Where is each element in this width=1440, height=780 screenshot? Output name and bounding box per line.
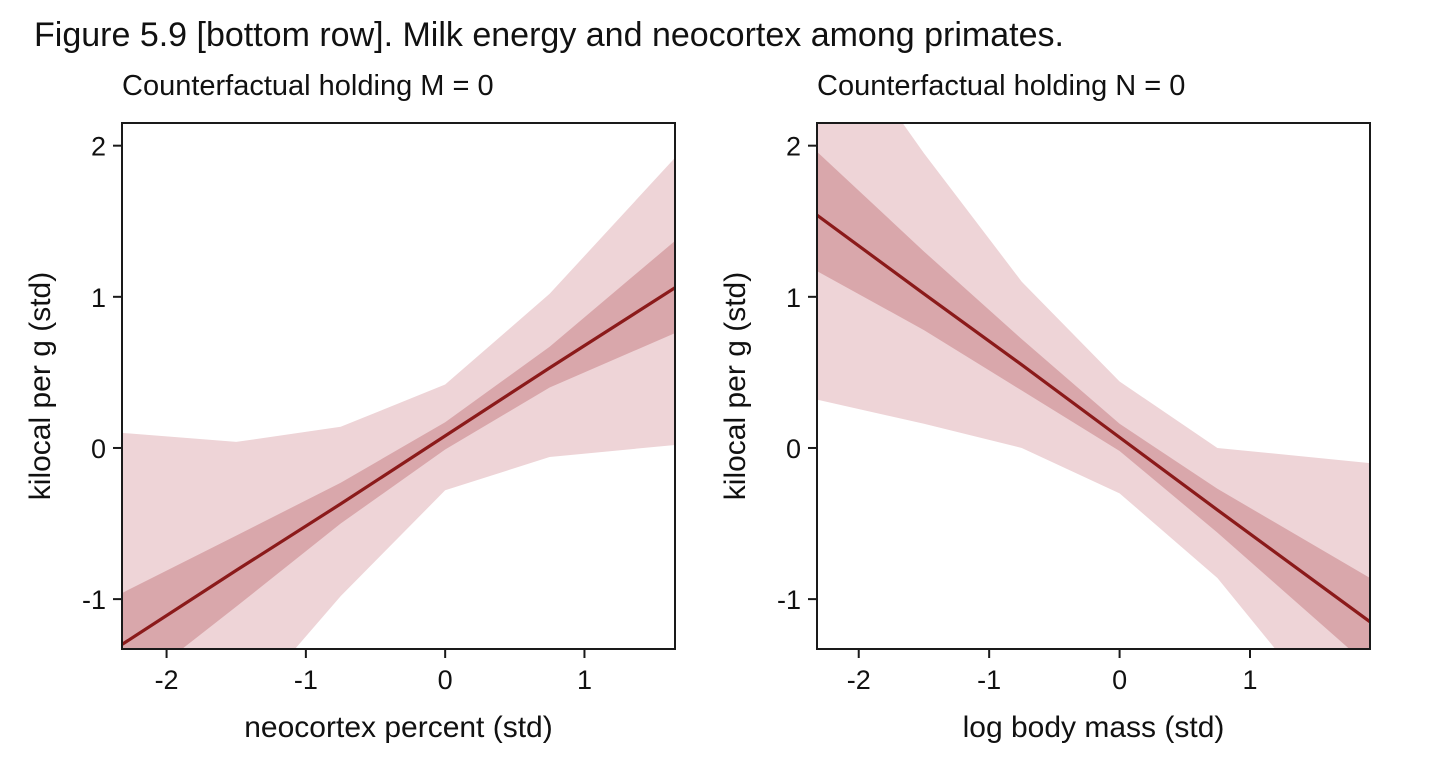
plot-border — [121, 122, 676, 651]
x-axis-label: log body mass (std) — [963, 711, 1225, 744]
plot-border — [816, 122, 1371, 651]
chart-svg: -2 -1 0 1 -1 0 1 2 neocortex percent (std) kiloca… — [24, 122, 676, 744]
panel-left: Counterfactual holding M = 0 -2 -1 0 1 -1 0 1 2… — [22, 63, 717, 764]
panel-right-title: Counterfactual holding N = 0 — [817, 70, 1186, 103]
x-tick-label: -1 — [294, 665, 318, 695]
panel-left-plot: -2 -1 0 1 -1 0 1 2 neocortex percent (std) kiloca… — [22, 109, 717, 764]
mean-line — [817, 214, 1370, 624]
x-tick-label: -2 — [155, 665, 179, 695]
panels-row: Counterfactual holding M = 0 -2 -1 0 1 -1 0 1 2… — [0, 63, 1440, 764]
inner-interval-ribbon — [122, 240, 675, 650]
y-tick-label: 0 — [91, 434, 106, 464]
x-axis-label: neocortex percent (std) — [244, 711, 552, 744]
x-tick-label: 0 — [1112, 665, 1127, 695]
x-tick-label: 0 — [438, 665, 453, 695]
y-tick-label: 1 — [91, 283, 106, 313]
x-tick-label: 1 — [577, 665, 592, 695]
y-tick-label: 2 — [786, 132, 801, 162]
x-tick-label: -2 — [847, 665, 871, 695]
x-tick-label: -1 — [977, 665, 1001, 695]
panel-right: Counterfactual holding N = 0 -2 -1 0 1 -1 0 1 2… — [717, 63, 1412, 764]
y-tick-label: 2 — [91, 132, 106, 162]
y-tick-label: -1 — [777, 585, 801, 615]
panel-right-plot: -2 -1 0 1 -1 0 1 2 log body mass (std) kilocal pe… — [717, 109, 1412, 764]
x-tick-label: 1 — [1242, 665, 1257, 695]
figure: Figure 5.9 [bottom row]. Milk energy and… — [0, 16, 1440, 764]
y-tick-label: 1 — [786, 283, 801, 313]
panel-left-title: Counterfactual holding M = 0 — [122, 70, 494, 103]
y-tick-label: -1 — [82, 585, 106, 615]
y-tick-label: 0 — [786, 434, 801, 464]
chart-svg: -2 -1 0 1 -1 0 1 2 log body mass (std) kilocal pe… — [719, 122, 1371, 744]
inner-interval-ribbon — [817, 151, 1370, 650]
mean-line — [122, 286, 675, 646]
y-axis-label: kilocal per g (std) — [24, 272, 57, 500]
y-axis-label: kilocal per g (std) — [719, 272, 752, 500]
figure-title: Figure 5.9 [bottom row]. Milk energy and… — [34, 16, 1064, 54]
